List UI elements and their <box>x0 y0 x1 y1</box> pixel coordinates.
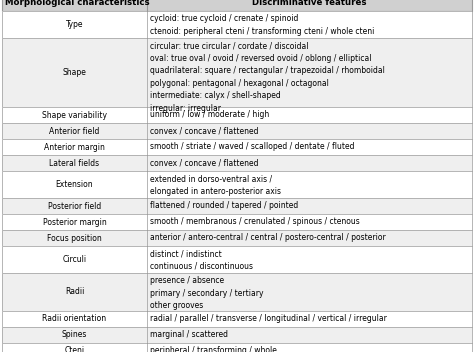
Text: Posterior margin: Posterior margin <box>43 218 106 227</box>
Bar <box>2 107 472 123</box>
Bar <box>2 11 472 38</box>
Bar <box>2 38 472 107</box>
Text: anterior / antero-central / central / postero-central / posterior: anterior / antero-central / central / po… <box>150 233 386 242</box>
Text: Extension: Extension <box>55 180 93 189</box>
Text: convex / concave / flattened: convex / concave / flattened <box>150 126 258 135</box>
Bar <box>2 0 472 11</box>
Text: presence / absence
primary / secondary / tertiary
other grooves: presence / absence primary / secondary /… <box>150 276 264 310</box>
Text: Type: Type <box>66 20 83 29</box>
Bar <box>2 155 472 171</box>
Text: extended in dorso-ventral axis /
elongated in antero-posterior axis: extended in dorso-ventral axis / elongat… <box>150 174 281 196</box>
Bar <box>2 11 472 38</box>
Text: convex / concave / flattened: convex / concave / flattened <box>150 158 258 167</box>
Bar <box>2 139 472 155</box>
Text: Morphological characteristics: Morphological characteristics <box>5 0 150 7</box>
Text: Shape: Shape <box>63 68 86 77</box>
Bar <box>2 123 472 139</box>
Text: Circuli: Circuli <box>63 255 87 264</box>
Text: Radii: Radii <box>65 288 84 296</box>
Bar <box>2 230 472 246</box>
Text: Focus position: Focus position <box>47 234 102 243</box>
Bar <box>2 246 472 273</box>
Bar <box>2 273 472 311</box>
Bar <box>2 139 472 155</box>
Bar <box>2 343 472 352</box>
Text: smooth / membranous / crenulated / spinous / ctenous: smooth / membranous / crenulated / spino… <box>150 217 360 226</box>
Bar <box>2 214 472 230</box>
Text: Spines: Spines <box>62 330 87 339</box>
Bar <box>2 311 472 327</box>
Bar <box>2 107 472 123</box>
Bar <box>2 214 472 230</box>
Bar <box>2 327 472 343</box>
Text: Posterior field: Posterior field <box>48 202 101 211</box>
Bar <box>2 198 472 214</box>
Text: marginal / scattered: marginal / scattered <box>150 330 228 339</box>
Text: Anterior field: Anterior field <box>49 127 100 136</box>
Bar <box>2 123 472 139</box>
Text: smooth / striate / waved / scalloped / dentate / fluted: smooth / striate / waved / scalloped / d… <box>150 142 355 151</box>
Bar <box>2 38 472 107</box>
Bar <box>2 198 472 214</box>
Bar <box>2 311 472 327</box>
Bar <box>2 171 472 198</box>
Text: flattened / rounded / tapered / pointed: flattened / rounded / tapered / pointed <box>150 201 298 210</box>
Text: Discriminative features: Discriminative features <box>252 0 367 7</box>
Bar <box>2 230 472 246</box>
Text: Radii orientation: Radii orientation <box>43 314 107 323</box>
Text: Lateral fields: Lateral fields <box>49 159 100 168</box>
Bar <box>2 327 472 343</box>
Text: Anterior margin: Anterior margin <box>44 143 105 152</box>
Text: uniform / low / moderate / high: uniform / low / moderate / high <box>150 110 269 119</box>
Text: peripheral / transforming / whole: peripheral / transforming / whole <box>150 346 277 352</box>
Bar <box>2 0 472 11</box>
Text: Cteni: Cteni <box>64 346 84 352</box>
Bar <box>2 343 472 352</box>
Bar <box>2 273 472 311</box>
Bar <box>2 155 472 171</box>
Text: distinct / indistinct
continuous / discontinuous: distinct / indistinct continuous / disco… <box>150 249 253 271</box>
Text: Shape variability: Shape variability <box>42 111 107 120</box>
Text: cycloid: true cycloid / crenate / spinoid
ctenoid: peripheral cteni / transformi: cycloid: true cycloid / crenate / spinoi… <box>150 14 374 36</box>
Text: radial / parallel / transverse / longitudinal / vertical / irregular: radial / parallel / transverse / longitu… <box>150 314 387 323</box>
Bar <box>2 246 472 273</box>
Bar <box>2 171 472 198</box>
Text: circular: true circular / cordate / discoidal
oval: true oval / ovoid / reversed: circular: true circular / cordate / disc… <box>150 41 385 113</box>
